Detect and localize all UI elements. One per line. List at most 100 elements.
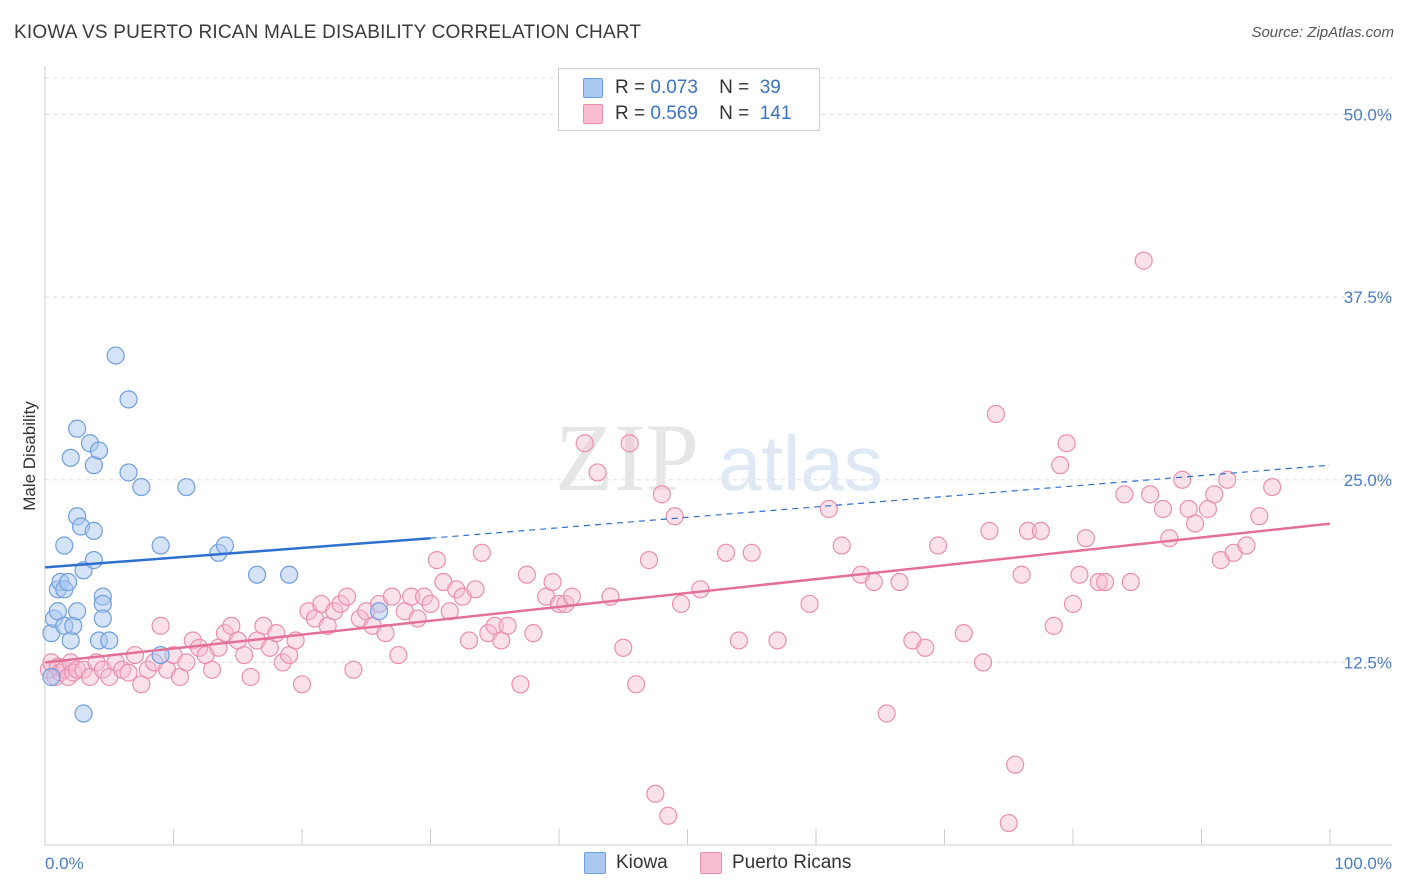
bottom-legend: Kiowa Puerto Ricans <box>584 852 884 876</box>
pr-point <box>325 602 344 621</box>
kiowa-point <box>89 441 109 460</box>
pr-point <box>1051 456 1070 475</box>
pr-point <box>1006 755 1025 774</box>
pr-point <box>1185 514 1205 533</box>
pr-point <box>659 806 678 825</box>
kiowa-point <box>119 390 138 409</box>
pr-point <box>986 404 1006 424</box>
y-tick-label: 37.5% <box>1344 288 1392 307</box>
pr-point <box>742 543 761 562</box>
pr-point <box>1263 477 1282 497</box>
kiowa-trend-line <box>44 536 431 569</box>
pr-point <box>729 631 749 650</box>
pr-point <box>1160 529 1179 548</box>
pr-point <box>524 624 543 643</box>
pr-point <box>331 594 350 614</box>
kiowa-point <box>119 463 138 482</box>
tick-labels: 12.5% 25.0% 37.5% 50.0% 0.0% 100.0% <box>45 106 1392 873</box>
pr-point <box>543 572 562 592</box>
kiowa-point <box>100 631 119 650</box>
pr-point <box>614 638 633 657</box>
pr-point <box>466 580 485 599</box>
gridlines <box>45 77 1392 663</box>
pr-point <box>562 587 581 606</box>
pr-point <box>980 521 999 540</box>
kiowa-point <box>84 551 103 570</box>
bottom-kiowa-label: Kiowa <box>616 852 668 873</box>
pr-point <box>800 594 819 614</box>
kiowa-swatch <box>583 78 603 98</box>
pr-point <box>575 434 594 453</box>
pr-point <box>1140 485 1160 504</box>
pr-point <box>916 638 935 657</box>
legend: R = 0.073 N = 39 R = 0.569 N = 141 <box>558 68 820 131</box>
pr-point <box>928 536 948 555</box>
puerto-ricans-swatch <box>583 104 603 124</box>
bottom-pr-label: Puerto Ricans <box>732 852 852 873</box>
kiowa-point <box>68 419 87 438</box>
pr-point <box>588 463 607 482</box>
pr-point <box>1076 529 1095 548</box>
kiowa-point <box>59 572 78 592</box>
pr-point <box>292 675 312 694</box>
kiowa-point <box>280 565 299 584</box>
pr-point <box>402 587 421 606</box>
kiowa-point <box>68 602 87 621</box>
pr-point <box>819 499 838 519</box>
trend-lines <box>44 464 1331 664</box>
pr-point <box>646 784 665 803</box>
pr-point <box>337 587 357 606</box>
pr-point <box>151 616 170 635</box>
source-label: Source: ZipAtlas.com <box>1251 24 1394 41</box>
pr-point <box>864 572 883 592</box>
pr-point <box>235 645 254 665</box>
pr-point <box>389 645 408 665</box>
pr-point <box>620 434 639 453</box>
kiowa-trend-extension <box>430 464 1331 539</box>
kiowa-r-label: R = <box>615 77 646 98</box>
pr-point <box>119 663 138 682</box>
kiowa-point <box>61 448 80 467</box>
pr-point <box>999 813 1018 833</box>
pr-r-value: 0.569 <box>650 103 698 124</box>
kiowa-n-value: 39 <box>759 77 781 98</box>
pr-point <box>1121 572 1140 592</box>
kiowa-point <box>42 667 61 687</box>
pr-point <box>973 653 993 672</box>
pr-point <box>1031 521 1050 540</box>
pr-point <box>511 675 530 694</box>
pr-point <box>1173 470 1192 489</box>
pr-point <box>408 609 427 628</box>
watermark-atlas: atlas <box>718 419 883 507</box>
pr-point <box>1218 470 1237 489</box>
kiowa-point <box>370 602 389 621</box>
pr-point <box>1205 485 1224 504</box>
pr-point <box>1153 499 1173 519</box>
pr-point <box>382 587 402 606</box>
pr-point <box>626 675 646 694</box>
pr-point <box>1250 507 1269 526</box>
kiowa-point <box>177 477 196 497</box>
pr-r-label: R = <box>615 103 646 124</box>
kiowa-point <box>247 565 267 584</box>
watermark-zip: ZIP <box>555 404 699 511</box>
pr-point <box>459 631 479 650</box>
pr-point <box>517 565 536 584</box>
pr-point <box>556 594 575 614</box>
kiowa-point <box>74 704 93 723</box>
kiowa-point <box>151 536 170 555</box>
pr-point <box>665 507 684 526</box>
pr-point <box>954 624 973 643</box>
pr-point <box>639 551 659 570</box>
pr-point <box>138 660 157 679</box>
pr-point <box>1044 616 1063 635</box>
pr-point <box>414 587 434 606</box>
pr-point <box>716 543 736 562</box>
pr-point <box>652 485 671 504</box>
axes <box>44 66 1392 846</box>
pr-point <box>1096 572 1115 592</box>
watermark: ZIP atlas <box>555 404 883 511</box>
pr-point <box>768 631 787 650</box>
pr-point <box>671 594 691 614</box>
pr-point <box>1134 251 1153 270</box>
